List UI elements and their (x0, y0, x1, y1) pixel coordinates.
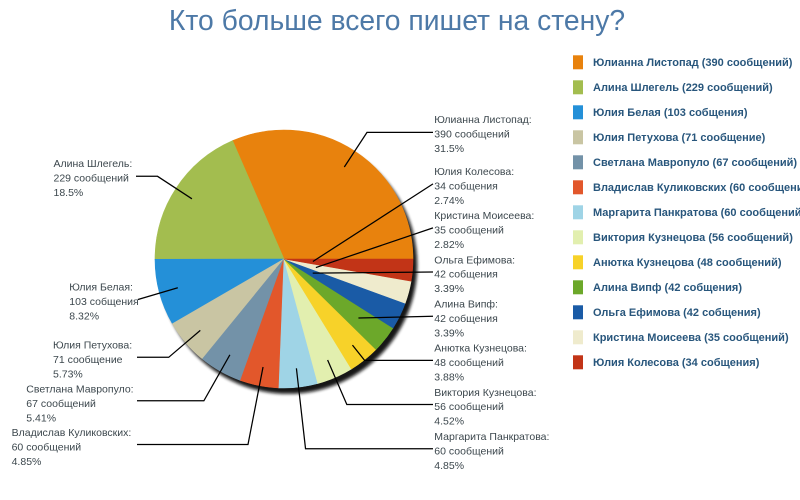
svg-text:5.73%: 5.73% (53, 369, 83, 381)
svg-text:67 сообщений: 67 сообщений (26, 398, 96, 410)
svg-text:5.41%: 5.41% (26, 412, 56, 424)
svg-text:Владислав Куликовских (60 сооб: Владислав Куликовских (60 сообщений) (593, 182, 800, 194)
svg-text:Светлана Мавропуло:: Светлана Мавропуло: (26, 384, 133, 396)
svg-text:Ольга Ефимова:: Ольга Ефимова: (434, 254, 515, 266)
svg-text:Юлианна Листопад (390 сообщени: Юлианна Листопад (390 сообщений) (593, 57, 793, 69)
svg-text:Юлия Колесова:: Юлия Колесова: (434, 166, 514, 178)
svg-text:56 сообщений: 56 сообщений (434, 401, 504, 413)
svg-text:Светлана Мавропуло (67 сообщен: Светлана Мавропуло (67 сообщений) (593, 157, 797, 169)
svg-text:4.52%: 4.52% (434, 416, 464, 428)
svg-text:42 собщения: 42 собщения (434, 313, 498, 325)
svg-text:35 сообщений: 35 сообщений (434, 225, 504, 237)
svg-text:103 собщения: 103 собщения (69, 296, 138, 308)
svg-text:3.39%: 3.39% (434, 327, 464, 339)
svg-text:Алина Випф:: Алина Випф: (434, 299, 498, 311)
svg-text:60 сообщений: 60 сообщений (434, 445, 504, 457)
svg-text:Алина Шлегель (229 сообщений): Алина Шлегель (229 сообщений) (593, 82, 773, 94)
svg-text:2.82%: 2.82% (434, 239, 464, 251)
svg-text:Маргарита Панкратова:: Маргарита Панкратова: (434, 431, 549, 443)
svg-text:3.39%: 3.39% (434, 283, 464, 295)
svg-text:8.32%: 8.32% (69, 311, 99, 323)
svg-text:Юлия Петухова (71 сообщение): Юлия Петухова (71 сообщение) (593, 132, 766, 144)
svg-text:Кристина Моисеева (35 сообщени: Кристина Моисеева (35 сообщений) (593, 332, 789, 344)
svg-text:60 сообщений: 60 сообщений (12, 442, 82, 454)
svg-text:Юлианна Листопад:: Юлианна Листопад: (434, 114, 531, 126)
svg-text:2.74%: 2.74% (434, 195, 464, 207)
svg-text:Виктория Кузнецова (56 сообщен: Виктория Кузнецова (56 сообщений) (593, 232, 793, 244)
svg-text:Юлия Петухова:: Юлия Петухова: (53, 340, 132, 352)
svg-text:Юлия Колесова (34 собщения): Юлия Колесова (34 собщения) (593, 357, 760, 369)
svg-text:Анютка Кузнецова:: Анютка Кузнецова: (434, 343, 527, 355)
svg-text:Ольга Ефимова (42 собщения): Ольга Ефимова (42 собщения) (593, 307, 761, 319)
svg-text:Алина Випф (42 собщения): Алина Випф (42 собщения) (593, 282, 742, 294)
svg-text:Кристина Моисеева:: Кристина Моисеева: (434, 210, 534, 222)
svg-text:Маргарита Панкратова (60 сообщ: Маргарита Панкратова (60 сообщений) (593, 207, 800, 219)
svg-text:Алина Шлегель:: Алина Шлегель: (54, 158, 133, 170)
svg-text:4.85%: 4.85% (12, 456, 42, 468)
svg-text:3.88%: 3.88% (434, 372, 464, 384)
svg-text:71 сообщение: 71 сообщение (53, 354, 123, 366)
svg-text:Кто больше всего пишет на стен: Кто больше всего пишет на стену? (169, 4, 625, 36)
svg-text:4.85%: 4.85% (434, 460, 464, 472)
svg-text:18.5%: 18.5% (54, 187, 84, 199)
svg-text:Виктория Кузнецова:: Виктория Кузнецова: (434, 387, 536, 399)
svg-text:229 сообщений: 229 сообщений (54, 173, 130, 185)
svg-text:Владислав Куликовских:: Владислав Куликовских: (12, 427, 132, 439)
svg-text:48 сообщений: 48 сообщений (434, 357, 504, 369)
svg-text:Юлия Белая:: Юлия Белая: (69, 282, 133, 294)
svg-text:Юлия Белая (103 собщения): Юлия Белая (103 собщения) (593, 107, 748, 119)
svg-text:31.5%: 31.5% (434, 143, 464, 155)
svg-text:34 собщения: 34 собщения (434, 180, 498, 192)
svg-text:Анютка Кузнецова (48 сообщений: Анютка Кузнецова (48 сообщений) (593, 257, 782, 269)
svg-text:390 сообщений: 390 сообщений (434, 129, 510, 141)
svg-text:42 собщения: 42 собщения (434, 269, 498, 281)
